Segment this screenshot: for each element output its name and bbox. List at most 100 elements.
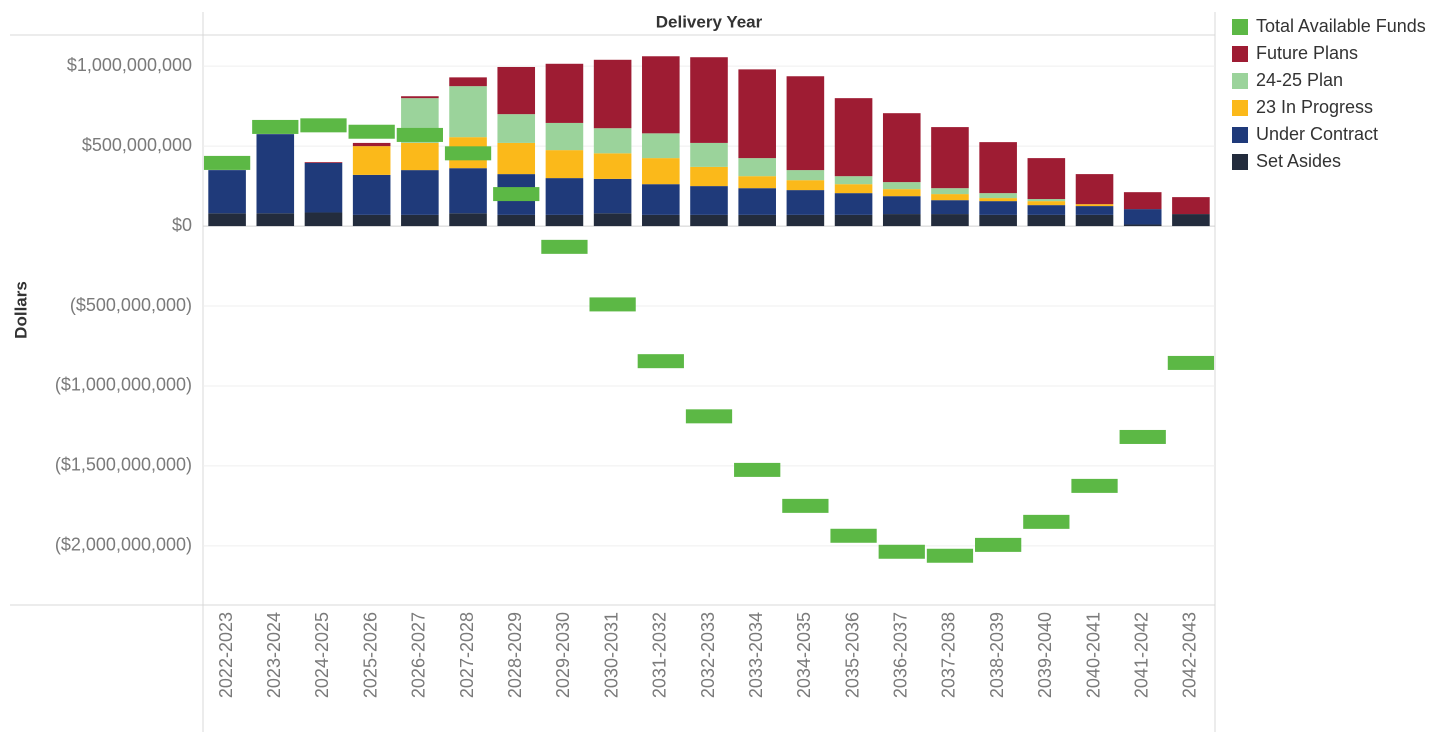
legend-label: Under Contract [1256, 124, 1378, 144]
bar-segment [593, 128, 632, 154]
funds-marker [1023, 514, 1070, 529]
funds-marker [1071, 478, 1118, 493]
bar-segment [449, 77, 487, 87]
funds-marker [493, 187, 540, 202]
bar-segment [690, 142, 728, 167]
bar-segment [738, 158, 776, 177]
bar-segment [882, 214, 921, 227]
y-tick-label: ($2,000,000,000) [55, 535, 192, 555]
legend-swatch [1232, 73, 1248, 89]
funds-marker [203, 155, 251, 170]
bar-segment [834, 98, 873, 177]
bar-segment [738, 69, 776, 159]
x-tick-label: 2041-2042 [1131, 612, 1151, 698]
bar-segment [786, 190, 825, 215]
bar-segment [497, 214, 536, 227]
bar-segment [593, 153, 632, 179]
bar-segment [449, 213, 487, 227]
funds-marker [1119, 429, 1166, 444]
funds-marker [975, 537, 1022, 552]
x-tick-label: 2036-2037 [891, 612, 911, 698]
bar-segment [931, 194, 969, 201]
bar-segment [642, 214, 680, 227]
bar-segment [834, 214, 873, 227]
bar-segment [497, 142, 536, 175]
bar-segment [304, 162, 343, 163]
bar-segment [304, 162, 343, 213]
bar-segment [642, 133, 680, 159]
legend-swatch [1232, 100, 1248, 116]
x-tick-label: 2027-2028 [457, 612, 477, 698]
bar-segment [979, 198, 1017, 202]
x-tick-label: 2038-2039 [987, 612, 1007, 698]
bar-segment [786, 76, 825, 171]
legend-label: Set Asides [1256, 151, 1341, 171]
bar-segment [1075, 174, 1114, 205]
bar-segment [1075, 214, 1114, 227]
bar-segment [352, 214, 391, 227]
bar-segment [256, 213, 295, 227]
bar-segment [642, 184, 680, 215]
legend-label: 23 In Progress [1256, 97, 1373, 117]
x-tick-label: 2042-2043 [1180, 612, 1200, 698]
bar-segment [931, 214, 969, 227]
x-tick-label: 2022-2023 [216, 612, 236, 698]
funds-marker [685, 409, 733, 424]
bar-segment [449, 86, 487, 138]
x-tick-label: 2029-2030 [553, 612, 573, 698]
bar-segment [931, 127, 969, 189]
funds-marker [878, 544, 925, 559]
y-tick-label: ($1,500,000,000) [55, 455, 192, 475]
funds-marker [300, 118, 347, 133]
bar-segment [449, 168, 487, 214]
legend-label: Total Available Funds [1256, 16, 1426, 36]
x-tick-label: 2023-2024 [264, 612, 284, 698]
funds-marker [348, 124, 395, 139]
legend-swatch [1232, 154, 1248, 170]
bar-segment [256, 134, 295, 214]
bar-segment [401, 214, 439, 227]
bar-segment [690, 214, 728, 227]
bar-segment [834, 176, 873, 185]
bar-segment [401, 170, 439, 215]
bar-segment [1075, 206, 1114, 215]
bar-segment [690, 166, 728, 187]
bar-segment [979, 214, 1017, 227]
y-tick-label: $1,000,000,000 [67, 55, 192, 75]
bar-segment [304, 212, 343, 227]
x-tick-label: 2025-2026 [360, 612, 380, 698]
funds-marker [589, 297, 636, 312]
bar-segment [352, 142, 391, 147]
bar-segment [834, 193, 873, 215]
bar-segment [401, 142, 439, 171]
y-tick-label: $0 [172, 215, 192, 235]
bar-segment [593, 213, 632, 227]
bar-segment [642, 158, 680, 185]
y-tick-label: $500,000,000 [82, 135, 192, 155]
x-tick-label: 2035-2036 [842, 612, 862, 698]
bar-segment [1172, 197, 1210, 215]
bar-segment [979, 201, 1017, 215]
bar-segment [931, 200, 969, 215]
bar-segment [786, 170, 825, 181]
x-axis-title: Delivery Year [656, 12, 763, 31]
bar-segment [834, 184, 873, 194]
funds-marker [637, 354, 684, 369]
bar-segment [545, 214, 584, 227]
bar-segment [979, 142, 1017, 194]
bar-segment [352, 146, 391, 175]
bar-segment [208, 213, 246, 227]
bar-segment [738, 176, 776, 189]
funds-marker [252, 119, 299, 134]
bar-segment [882, 113, 921, 183]
bar-segment [1123, 192, 1162, 210]
bar-segment [931, 188, 969, 195]
legend-label: 24-25 Plan [1256, 70, 1343, 90]
x-tick-label: 2039-2040 [1035, 612, 1055, 698]
funds-marker [396, 127, 443, 142]
x-tick-label: 2024-2025 [312, 612, 332, 698]
funds-marker [830, 528, 877, 543]
bar-segment [593, 178, 632, 214]
bar-segment [882, 189, 921, 197]
x-tick-label: 2040-2041 [1083, 612, 1103, 698]
